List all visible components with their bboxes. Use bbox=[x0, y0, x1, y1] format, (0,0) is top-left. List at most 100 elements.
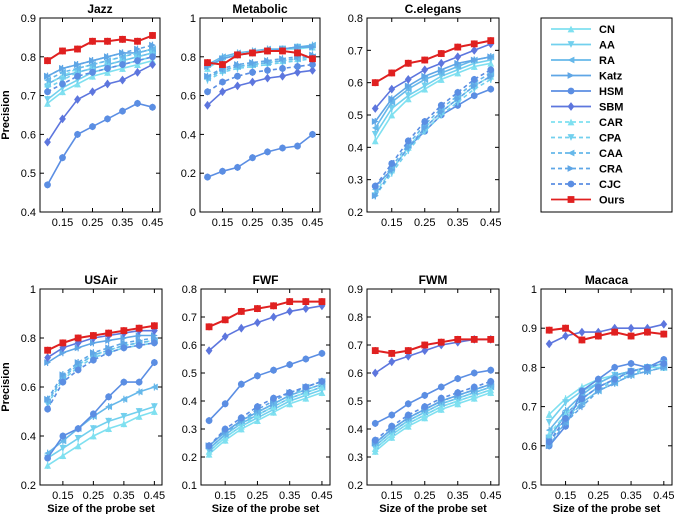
data-point bbox=[44, 395, 52, 403]
data-point bbox=[611, 375, 619, 383]
legend-box bbox=[540, 17, 673, 213]
data-point bbox=[562, 331, 569, 341]
legend-label: CJC bbox=[599, 179, 621, 191]
series-cjc bbox=[44, 339, 158, 413]
data-point bbox=[59, 68, 66, 76]
legend-label: Ours bbox=[599, 195, 625, 207]
data-point bbox=[104, 57, 111, 65]
legend-label: SBM bbox=[599, 102, 623, 114]
data-point bbox=[487, 336, 495, 343]
data-point bbox=[578, 336, 586, 344]
data-point bbox=[119, 107, 126, 115]
legend-marker bbox=[567, 180, 575, 188]
data-point bbox=[89, 432, 97, 440]
y-tick-label: 0.2 bbox=[348, 480, 363, 492]
x-tick-label: 0.35 bbox=[447, 490, 468, 502]
data-point bbox=[421, 72, 429, 80]
y-tick-label: 0.5 bbox=[522, 480, 537, 492]
legend-marker bbox=[567, 165, 575, 172]
y-tick-label: 0.9 bbox=[21, 13, 36, 25]
data-point bbox=[388, 357, 396, 367]
data-point bbox=[627, 332, 635, 340]
y-tick-label: 0.3 bbox=[182, 424, 197, 436]
plot-frame bbox=[200, 288, 331, 486]
data-point bbox=[388, 111, 396, 119]
data-point bbox=[470, 45, 478, 55]
data-point bbox=[644, 364, 651, 371]
series-hsm bbox=[44, 358, 158, 462]
data-point bbox=[44, 99, 51, 107]
y-tick-label: 0.6 bbox=[348, 78, 363, 90]
data-point bbox=[120, 334, 128, 342]
y-tick-label: 0.8 bbox=[181, 52, 196, 64]
data-point bbox=[388, 95, 396, 103]
data-point bbox=[254, 318, 261, 327]
legend-entry-aa: AA bbox=[551, 40, 615, 52]
data-point bbox=[594, 375, 602, 383]
data-point bbox=[487, 72, 495, 80]
y-tick-label: 0.6 bbox=[21, 382, 36, 394]
y-tick-label: 0.7 bbox=[348, 340, 363, 352]
data-point bbox=[105, 393, 113, 401]
legend-entry-cpa: CPA bbox=[551, 133, 621, 145]
data-point bbox=[421, 403, 429, 410]
data-point bbox=[286, 307, 294, 316]
x-tick-label: 0.35 bbox=[620, 490, 641, 502]
data-point bbox=[135, 388, 143, 396]
data-point bbox=[611, 364, 619, 371]
y-axis-label: Precision bbox=[0, 90, 12, 140]
data-point bbox=[89, 410, 97, 418]
data-point bbox=[219, 78, 226, 86]
data-point bbox=[470, 336, 478, 343]
data-point bbox=[74, 425, 82, 433]
data-point bbox=[578, 395, 586, 403]
data-point bbox=[221, 425, 229, 433]
data-point bbox=[318, 378, 326, 385]
data-point bbox=[388, 411, 396, 419]
chart-title: C.elegans bbox=[405, 2, 462, 16]
data-point bbox=[487, 378, 495, 385]
data-point bbox=[578, 403, 586, 410]
y-tick-label: 0.3 bbox=[348, 175, 363, 187]
data-point bbox=[44, 346, 52, 354]
y-tick-label: 0.2 bbox=[181, 168, 196, 180]
data-point bbox=[105, 425, 113, 433]
series-line bbox=[374, 78, 492, 197]
data-point bbox=[134, 37, 141, 45]
data-point bbox=[437, 383, 445, 391]
data-point bbox=[437, 108, 445, 116]
data-point bbox=[205, 323, 213, 331]
data-point bbox=[120, 395, 128, 403]
chart-title: USAir bbox=[84, 273, 118, 287]
data-point bbox=[74, 95, 81, 104]
y-tick-label: 0.9 bbox=[522, 323, 537, 335]
data-point bbox=[44, 88, 51, 96]
legend-entry-ours: Ours bbox=[551, 195, 625, 207]
data-point bbox=[44, 96, 51, 103]
data-point bbox=[59, 444, 67, 452]
data-point bbox=[120, 344, 128, 352]
data-point bbox=[470, 369, 478, 377]
legend-marker bbox=[567, 56, 575, 64]
data-point bbox=[234, 81, 241, 91]
data-point bbox=[59, 378, 67, 386]
data-point bbox=[150, 339, 158, 347]
data-point bbox=[421, 82, 429, 90]
data-point bbox=[371, 420, 379, 427]
x-tick-label: 0.45 bbox=[142, 217, 163, 229]
data-point bbox=[660, 319, 668, 329]
data-point bbox=[74, 131, 81, 138]
data-point bbox=[59, 349, 67, 357]
y-tick-label: 0 bbox=[190, 207, 196, 219]
data-point bbox=[150, 322, 158, 330]
data-point bbox=[135, 341, 143, 349]
plot-frame bbox=[366, 288, 500, 486]
y-tick-label: 0.6 bbox=[181, 91, 196, 103]
y-tick-label: 0.6 bbox=[21, 129, 36, 141]
data-point bbox=[594, 327, 602, 337]
data-point bbox=[470, 92, 478, 99]
legend-marker bbox=[567, 149, 575, 157]
chart-panel-jazz: Jazz 0.4 0.5 0.6 0.7 0.8 0.9 0.15 0.25 0.35 0.45 Pr… bbox=[0, 2, 163, 229]
data-point bbox=[237, 414, 245, 422]
data-point bbox=[135, 324, 143, 332]
